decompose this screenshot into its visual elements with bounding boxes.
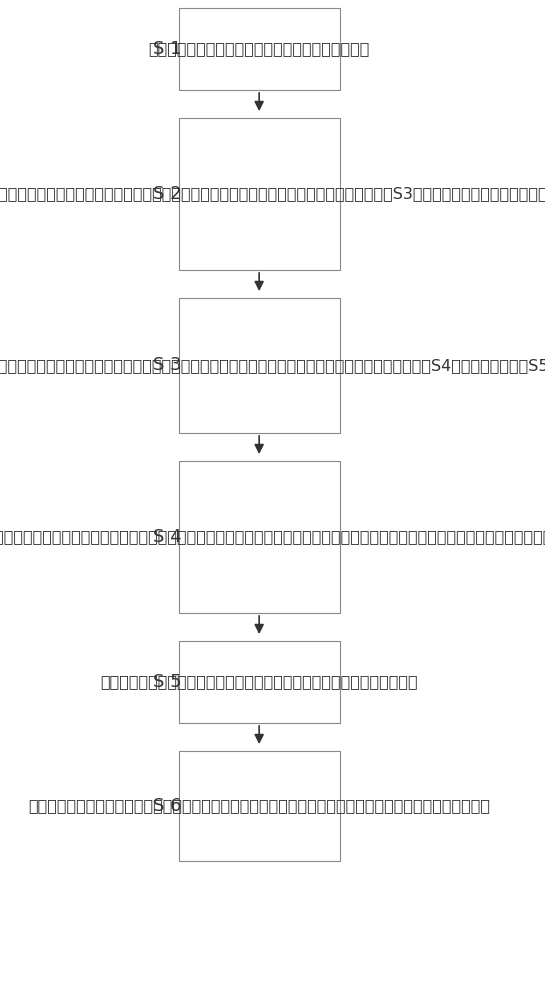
Text: 过程计算机根据工艺要求的布料图设置，下达动作指令至基础自动化控制机: 过程计算机根据工艺要求的布料图设置，下达动作指令至基础自动化控制机 [100,674,418,690]
FancyBboxPatch shape [179,751,340,861]
FancyBboxPatch shape [179,641,340,723]
Text: 基础自动化控制机根据接收到的指令下达动作指令至动作执行端，按照布料图设置的要求完成板坯的位置定位: 基础自动化控制机根据接收到的指令下达动作指令至动作执行端，按照布料图设置的要求完… [28,798,490,814]
FancyBboxPatch shape [179,298,340,433]
Text: 分别检测当前板坯的厚度、硬度及钢种；当厚度、硬度及钢种中的任一一项满足二次布置的要求时，进入步骤S4；否则，进入步骤S5: 分别检测当前板坯的厚度、硬度及钢种；当厚度、硬度及钢种中的任一一项满足二次布置的… [0,358,545,373]
Text: 过程计算机在接收到生产控制机的通知信号后，检测当前板坯的炉号及列号；当检测的列号为长坯属性的列号时，进入步骤S3；当检测的列号为短坯属性的列号时，进入步骤S5；: 过程计算机在接收到生产控制机的通知信号后，检测当前板坯的炉号及列号；当检测的列号… [0,186,545,202]
FancyBboxPatch shape [179,8,340,90]
Text: 过程计算机根据二次布置的要求，下达板坯的动作指令至基础自动化控制机；基础自动化控制机根据接收到的指令下达动作指令至动作执行端，按照二次布置的要求完成板坯的位置定: 过程计算机根据二次布置的要求，下达板坯的动作指令至基础自动化控制机；基础自动化控… [0,530,545,544]
Text: S 2: S 2 [153,185,181,203]
Text: 生产控制机通知过程计算机板坯到达上料核对辊道；: 生产控制机通知过程计算机板坯到达上料核对辊道； [148,41,370,56]
Text: S 1: S 1 [153,40,181,58]
FancyBboxPatch shape [179,118,340,270]
Text: S 5: S 5 [153,673,181,691]
FancyBboxPatch shape [179,461,340,613]
Text: S 4: S 4 [153,528,181,546]
Text: S 3: S 3 [153,356,181,374]
Text: S 6: S 6 [153,797,181,815]
